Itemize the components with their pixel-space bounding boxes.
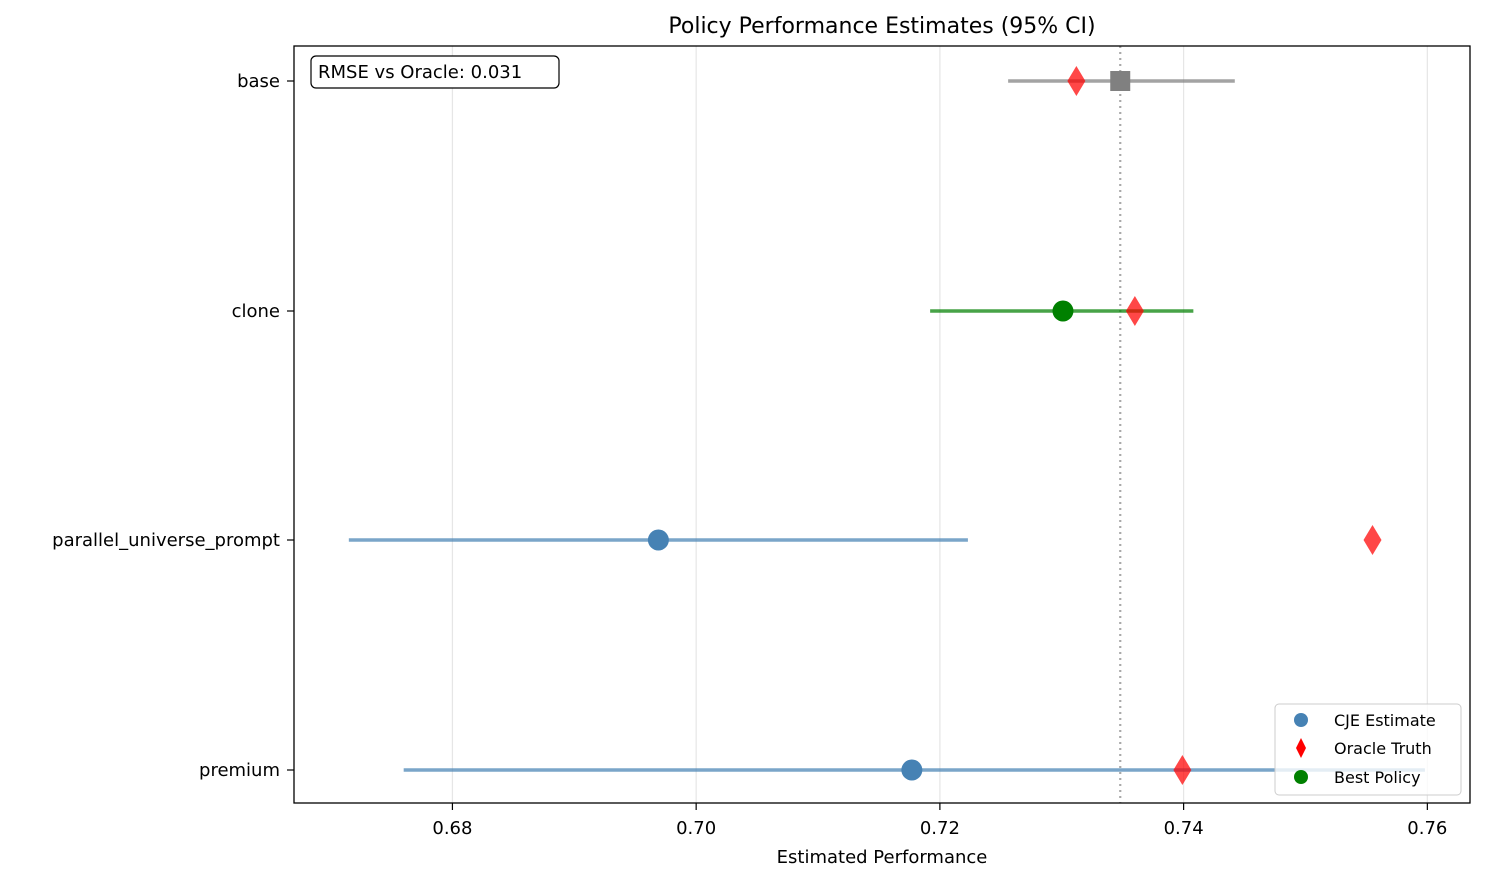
rmse-annotation-text: RMSE vs Oracle: 0.031 [318, 62, 522, 83]
x-tick-label: 0.74 [1164, 818, 1204, 839]
legend-cje-estimate-label: CJE Estimate [1334, 711, 1436, 730]
legend-box [1274, 703, 1462, 796]
grid-lines [451, 46, 1428, 803]
estimate-marker-parallel_universe_prompt [647, 529, 669, 551]
legend-cje-estimate-marker [1294, 713, 1308, 727]
x-tick-label: 0.76 [1407, 818, 1447, 839]
estimate-markers [647, 71, 1131, 781]
x-tick-label: 0.70 [676, 818, 716, 839]
x-tick-label: 0.68 [432, 818, 472, 839]
y-tick-label: premium [199, 760, 280, 781]
estimate-marker-clone [1052, 300, 1074, 322]
x-axis: 0.68 0.70 0.72 0.74 0.76 [432, 803, 1447, 839]
chart-title: Policy Performance Estimates (95% CI) [668, 14, 1095, 39]
plot-frame [293, 45, 1471, 804]
legend-best-policy-label: Best Policy [1334, 768, 1421, 787]
oracle-marker-parallel_universe_prompt [1363, 525, 1382, 555]
oracle-markers [1067, 66, 1382, 785]
oracle-marker-base [1067, 66, 1086, 96]
oracle-marker-premium [1173, 755, 1192, 785]
legend: CJE Estimate Oracle Truth Best Policy [1274, 703, 1462, 796]
legend-oracle-truth-marker [1296, 738, 1306, 758]
x-tick-label: 0.72 [920, 818, 960, 839]
legend-oracle-truth-label: Oracle Truth [1334, 739, 1432, 758]
rmse-annotation-box [310, 55, 560, 89]
legend-best-policy-marker [1294, 770, 1308, 784]
y-tick-label: parallel_universe_prompt [52, 530, 280, 551]
estimate-marker-premium [901, 759, 923, 781]
rmse-annotation: RMSE vs Oracle: 0.031 [310, 55, 560, 89]
y-tick-label: base [237, 71, 280, 92]
y-tick-label: clone [232, 301, 280, 322]
oracle-marker-clone [1125, 296, 1144, 326]
estimate-marker-base [1110, 71, 1131, 91]
x-axis-label: Estimated Performance [777, 847, 988, 868]
